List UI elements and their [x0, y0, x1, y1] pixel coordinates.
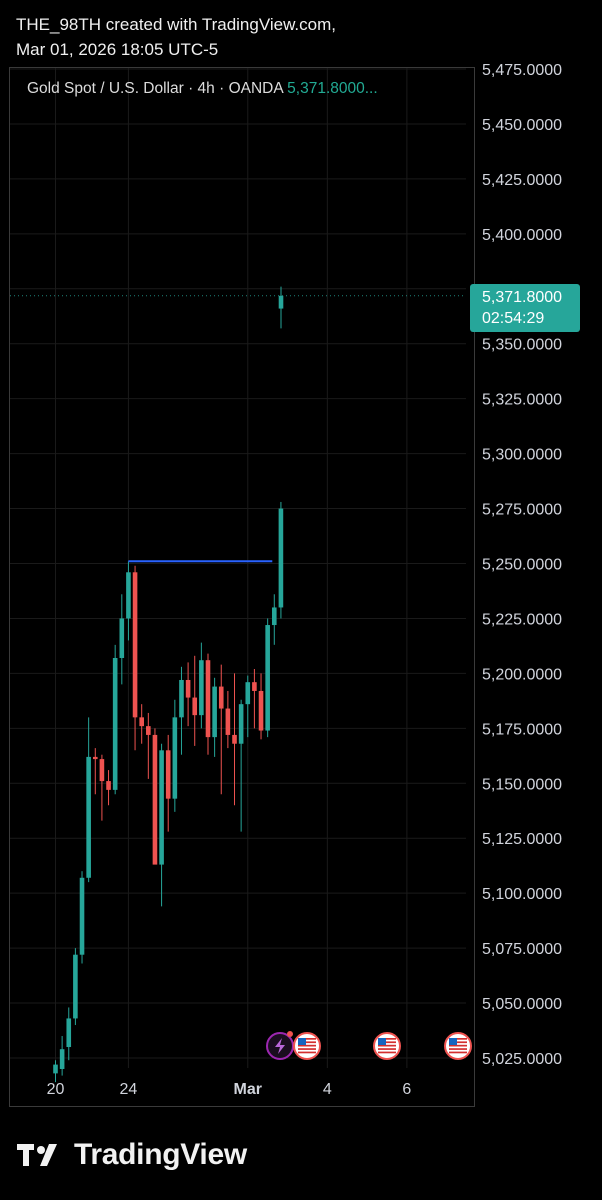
y-tick-label: 5,200.0000 — [482, 666, 562, 683]
candle-up — [86, 756, 91, 878]
us-flag-event-icon[interactable] — [444, 1032, 472, 1060]
lightning-event-icon[interactable] — [266, 1032, 294, 1060]
candle-down — [139, 717, 144, 727]
x-tick-label: 20 — [47, 1081, 65, 1098]
y-tick-label: 5,050.0000 — [482, 996, 562, 1013]
candle-up — [265, 625, 270, 731]
y-tick-label: 5,475.0000 — [482, 62, 562, 79]
symbol-legend: Gold Spot / U.S. Dollar · 4h · OANDA 5,3… — [27, 80, 378, 98]
last-price-label: 5,371.8000 02:54:29 — [470, 284, 580, 332]
candle-down — [192, 697, 198, 716]
y-tick-label: 5,150.0000 — [482, 776, 562, 793]
y-tick-label: 5,400.0000 — [482, 227, 562, 244]
candle-up — [79, 877, 85, 955]
us-flag-event-icon[interactable] — [293, 1032, 321, 1060]
candle-up — [238, 704, 244, 744]
y-tick-label: 5,225.0000 — [482, 611, 562, 628]
candle-up — [119, 618, 125, 659]
tradingview-logo-icon — [17, 1144, 57, 1166]
candle-up — [271, 607, 277, 626]
candle-down — [146, 726, 151, 735]
us-flag-event-icon[interactable] — [373, 1032, 401, 1060]
candle-up — [212, 686, 217, 738]
y-tick-label: 5,300.0000 — [482, 447, 562, 464]
chart-frame — [9, 67, 475, 1107]
last-price-value: 5,371.8000 — [482, 289, 562, 306]
share-header: THE_98TH created with TradingView.com, M… — [16, 12, 336, 62]
candle-down — [185, 679, 191, 698]
candle-down — [92, 756, 98, 760]
x-tick-label: Mar — [234, 1081, 262, 1098]
y-tick-label: 5,025.0000 — [482, 1051, 562, 1068]
last-price-box — [470, 284, 580, 332]
tradingview-wordmark: TradingView — [74, 1138, 247, 1171]
y-tick-label: 5,275.0000 — [482, 502, 562, 519]
candle-up — [59, 1049, 65, 1069]
share-header-line1: THE_98TH created with TradingView.com, — [16, 15, 336, 34]
y-tick-label: 5,250.0000 — [482, 557, 562, 574]
candle-down — [99, 759, 105, 782]
candle-down — [106, 781, 111, 790]
y-tick-label: 5,175.0000 — [482, 721, 562, 738]
share-header-line2: Mar 01, 2026 18:05 UTC-5 — [16, 40, 219, 59]
candle-up — [278, 508, 284, 608]
y-tick-label: 5,100.0000 — [482, 886, 562, 903]
candle-up — [179, 679, 184, 718]
candle-up — [278, 295, 284, 309]
candle-up — [126, 572, 131, 619]
x-tick-label: 4 — [323, 1081, 332, 1098]
candle-down — [165, 750, 171, 799]
candle-down — [232, 734, 237, 744]
candle-up — [199, 660, 204, 716]
event-dot — [287, 1031, 293, 1037]
y-tick-label: 5,350.0000 — [482, 337, 562, 354]
y-tick-label: 5,325.0000 — [482, 392, 562, 409]
candle-down — [252, 682, 257, 691]
x-tick-label: 24 — [120, 1081, 138, 1098]
candle-up — [66, 1018, 72, 1048]
candle-down — [132, 572, 138, 718]
candle-down — [152, 734, 158, 865]
candle-up — [172, 717, 178, 799]
tradingview-logo: TradingView — [16, 1138, 247, 1172]
y-tick-label: 5,075.0000 — [482, 941, 562, 958]
candle-up — [73, 954, 78, 1019]
y-tick-label: 5,125.0000 — [482, 831, 562, 848]
candle-down — [225, 708, 231, 735]
candle-down — [205, 660, 211, 738]
symbol-title: Gold Spot / U.S. Dollar · 4h · OANDA — [27, 80, 283, 97]
legend-price: 5,371.8000... — [287, 80, 378, 97]
candle-up — [159, 750, 164, 865]
y-tick-label: 5,425.0000 — [482, 172, 562, 189]
candle-down — [218, 686, 224, 709]
candle-up — [53, 1064, 58, 1074]
last-price-countdown: 02:54:29 — [482, 310, 544, 327]
candle-down — [258, 690, 264, 731]
candle-up — [112, 658, 118, 790]
x-tick-label: 6 — [402, 1081, 411, 1098]
candle-up — [245, 682, 251, 705]
y-tick-label: 5,450.0000 — [482, 117, 562, 134]
